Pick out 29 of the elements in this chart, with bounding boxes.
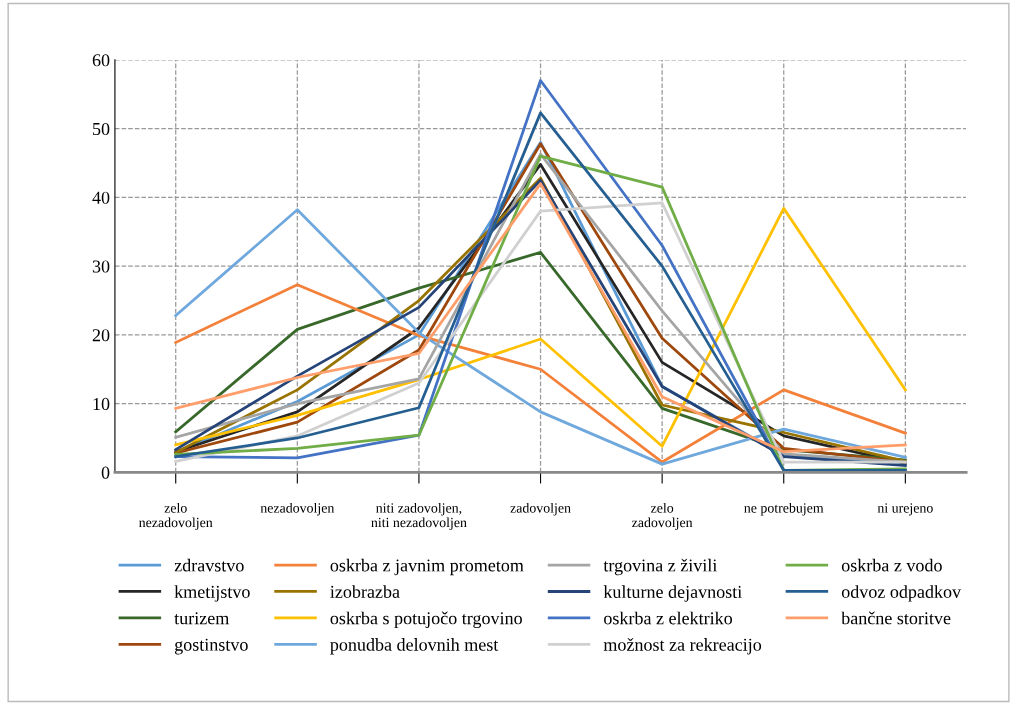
- legend-label: oskrba z javnim prometom: [330, 558, 524, 576]
- legend-label: možnost za rekreacijo: [603, 638, 762, 655]
- legend-label: turizem: [174, 612, 230, 625]
- x-tick-label: ne potrebujem: [744, 502, 824, 516]
- y-tick-label: 60: [92, 54, 110, 67]
- y-tick-label: 0: [101, 466, 110, 479]
- x-tick-label: zadovoljen: [510, 502, 571, 516]
- x-tick-label: niti zadovoljen, niti nezadovoljen: [371, 502, 467, 531]
- legend-label: ponudba delovnih mest: [330, 638, 499, 655]
- legend-label: bančne storitve: [841, 611, 951, 625]
- legend-label: gostinstvo: [174, 638, 248, 655]
- y-tick-label: 10: [93, 397, 110, 411]
- x-tick-label: nezadovoljen: [260, 502, 335, 516]
- legend-label: kulturne dejavnosti: [603, 585, 742, 602]
- legend-label: odvoz odpadkov: [841, 585, 962, 602]
- legend-label: trgovina z živili: [603, 558, 718, 576]
- x-tick-label: zelo nezadovoljen: [139, 502, 213, 531]
- legend-label: zdravstvo: [174, 558, 244, 572]
- legend-label: oskrba z vodo: [841, 558, 942, 572]
- legend-label: izobrazba: [330, 585, 400, 598]
- legend-label: oskrba s potujočo trgovino: [330, 611, 522, 629]
- x-tick-label: zelo zadovoljen: [632, 502, 693, 531]
- x-tick-label: ni urejeno: [877, 503, 933, 516]
- y-tick-label: 50: [93, 122, 110, 136]
- y-tick-label: 20: [92, 329, 110, 342]
- y-tick-label: 40: [92, 191, 110, 204]
- legend-label: kmetijstvo: [174, 585, 250, 602]
- legend-label: oskrba z elektriko: [604, 611, 733, 625]
- y-tick-label: 30: [92, 260, 110, 273]
